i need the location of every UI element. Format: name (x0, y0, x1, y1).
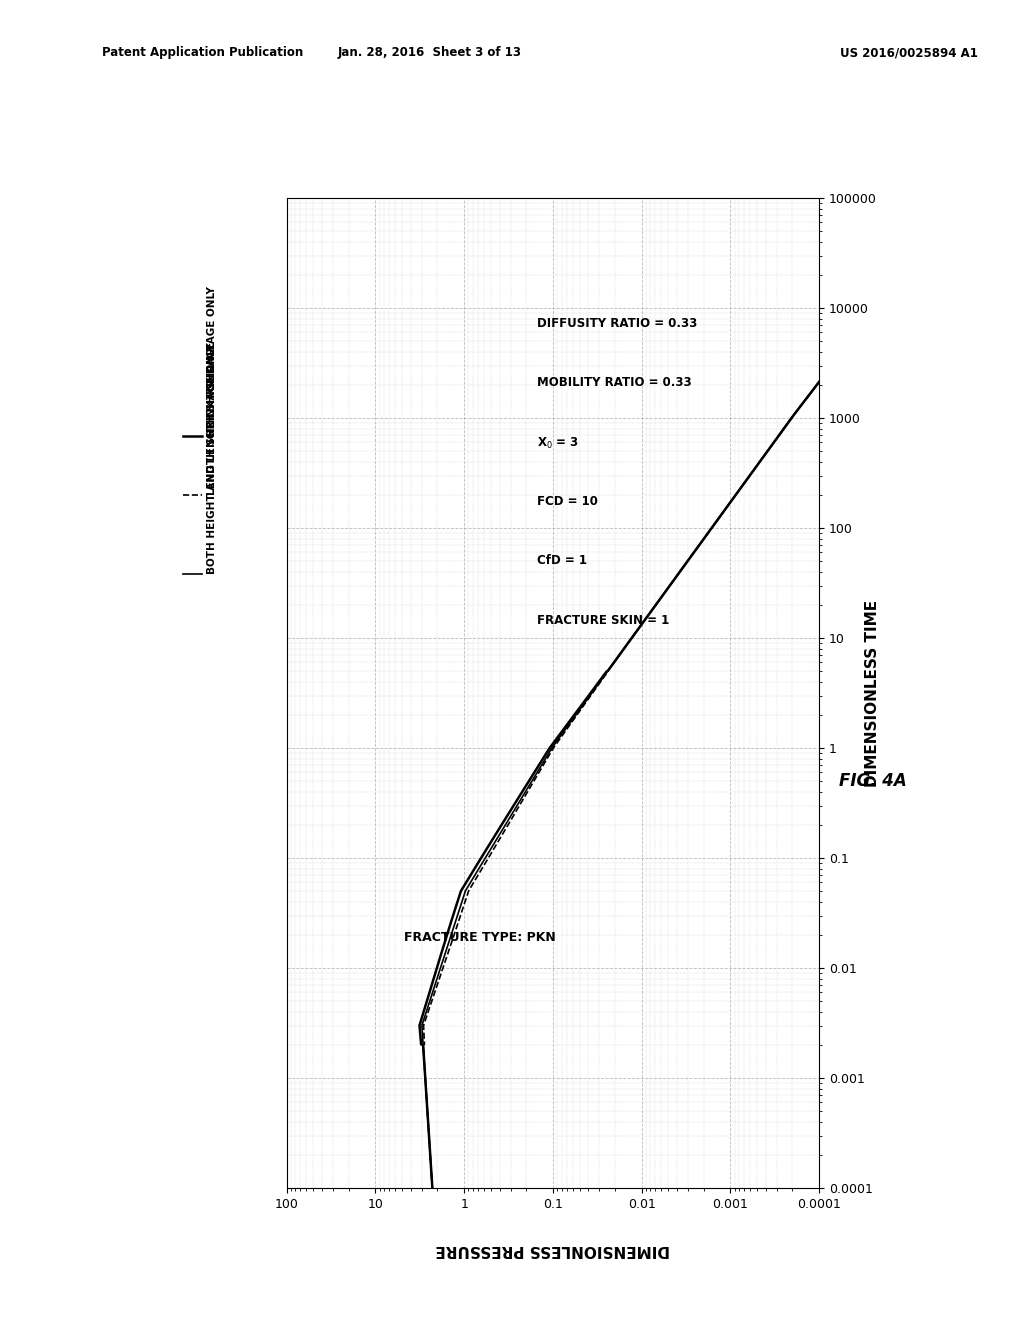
Text: MOBILITY RATIO = 0.33: MOBILITY RATIO = 0.33 (537, 376, 691, 389)
Text: BOTH HEIGHT AND LENGTH SHRINKAGE: BOTH HEIGHT AND LENGTH SHRINKAGE (207, 342, 217, 574)
Text: DIMENSIONLESS TIME: DIMENSIONLESS TIME (865, 599, 880, 787)
Text: FRACTURE TYPE: PKN: FRACTURE TYPE: PKN (403, 931, 556, 944)
Text: DIMENSIONLESS PRESSURE: DIMENSIONLESS PRESSURE (435, 1242, 671, 1258)
Text: US 2016/0025894 A1: US 2016/0025894 A1 (840, 46, 978, 59)
Text: FCD = 10: FCD = 10 (537, 495, 598, 508)
Text: FRACTURE SKIN = 1: FRACTURE SKIN = 1 (537, 614, 670, 627)
Text: X$_0$ = 3: X$_0$ = 3 (537, 436, 579, 450)
Text: HEIGHT SHRINKAGE ONLY: HEIGHT SHRINKAGE ONLY (207, 285, 217, 436)
Text: LENGTH SHRINKAGE ONLY: LENGTH SHRINKAGE ONLY (207, 342, 217, 495)
Text: FIG. 4A: FIG. 4A (839, 772, 906, 791)
Text: Patent Application Publication: Patent Application Publication (102, 46, 304, 59)
Text: CfD = 1: CfD = 1 (537, 554, 587, 568)
Text: Jan. 28, 2016  Sheet 3 of 13: Jan. 28, 2016 Sheet 3 of 13 (338, 46, 522, 59)
Text: DIFFUSITY RATIO = 0.33: DIFFUSITY RATIO = 0.33 (537, 317, 697, 330)
